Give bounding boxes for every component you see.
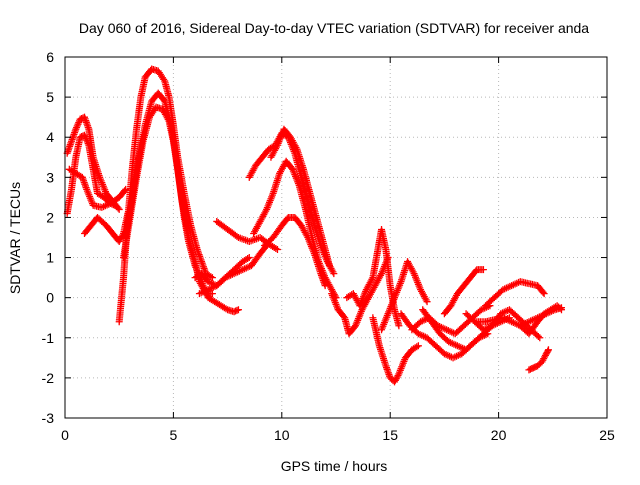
y-tick-label: 5	[46, 89, 54, 105]
series-14	[267, 125, 333, 270]
data-point	[325, 262, 333, 270]
x-tick-label: 5	[170, 427, 178, 443]
x-tick-label: 10	[274, 427, 290, 443]
y-axis-title: SDTVAR / TECUs	[7, 182, 23, 294]
data-point-fill	[207, 273, 215, 281]
data-point	[395, 322, 403, 330]
data-point-fill	[160, 75, 168, 83]
data-point	[81, 131, 89, 139]
y-tick-label: -1	[42, 330, 55, 346]
data-point-fill	[233, 306, 241, 314]
chart-title: Day 060 of 2016, Sidereal Day-to-day VTE…	[79, 20, 589, 36]
labels-layer: 0 5 10 15 20 25 -3 -2 -1 0 1 2 3 4 5 6	[42, 49, 615, 443]
series-26	[516, 302, 565, 338]
data-point	[115, 205, 123, 213]
grid-layer	[65, 57, 607, 418]
y-tick-label: -3	[42, 410, 55, 426]
data-point-fill	[222, 305, 230, 313]
data-point-fill	[82, 135, 90, 143]
data-point-fill	[160, 96, 168, 104]
data-point-fill	[73, 122, 81, 130]
data-point-fill	[544, 347, 552, 355]
series-24	[482, 278, 548, 310]
data-point-fill	[81, 133, 89, 141]
series-16	[343, 225, 403, 330]
series-11	[250, 157, 340, 302]
x-tick-label: 15	[382, 427, 398, 443]
data-point-fill	[73, 124, 81, 132]
data-point	[122, 185, 130, 193]
data-point	[321, 282, 329, 290]
x-tick-label: 20	[491, 427, 507, 443]
y-tick-label: -2	[42, 370, 55, 386]
data-point	[536, 334, 544, 342]
data-point	[557, 306, 565, 314]
series-18	[378, 258, 431, 334]
data-point-fill	[413, 343, 421, 351]
plot-frame	[64, 56, 608, 419]
data-point	[330, 270, 338, 278]
data-point	[479, 266, 487, 274]
data-point-fill	[84, 140, 92, 148]
y-tick-label: 4	[46, 129, 54, 145]
data-point	[273, 246, 281, 254]
series-10	[213, 217, 281, 254]
y-tick-label: 2	[46, 209, 54, 225]
data-point-fill	[83, 136, 91, 144]
data-point	[245, 254, 253, 262]
data-point	[414, 342, 422, 350]
x-tick-label: 25	[599, 427, 615, 443]
data-point	[423, 298, 431, 306]
series-17	[369, 314, 422, 386]
series-22	[440, 266, 487, 318]
series-7	[122, 89, 242, 316]
points-layer	[63, 65, 565, 386]
data-point-fill	[272, 245, 280, 253]
data-point-fill	[534, 332, 542, 340]
x-axis-title: GPS time / hours	[281, 458, 388, 474]
y-tick-label: 6	[46, 49, 54, 65]
x-tick-label: 0	[61, 427, 69, 443]
y-tick-label: 1	[46, 250, 54, 266]
data-point-fill	[539, 288, 547, 296]
data-point	[208, 274, 216, 282]
data-point	[544, 346, 552, 354]
data-point-fill	[74, 120, 82, 128]
data-point-fill	[75, 119, 83, 127]
data-point-fill	[83, 138, 91, 146]
y-tick-label: 3	[46, 169, 54, 185]
ticks-layer	[64, 56, 608, 419]
data-point-fill	[394, 371, 402, 379]
series-2	[63, 131, 119, 217]
data-point	[540, 290, 548, 298]
series-27	[525, 346, 552, 374]
series-3	[65, 165, 130, 211]
data-point	[234, 306, 242, 314]
series-13	[260, 213, 329, 290]
data-point-fill	[556, 304, 564, 312]
data-point-fill	[244, 255, 252, 263]
data-point-fill	[340, 312, 348, 320]
y-tick-label: 0	[46, 290, 54, 306]
data-point	[72, 125, 80, 133]
